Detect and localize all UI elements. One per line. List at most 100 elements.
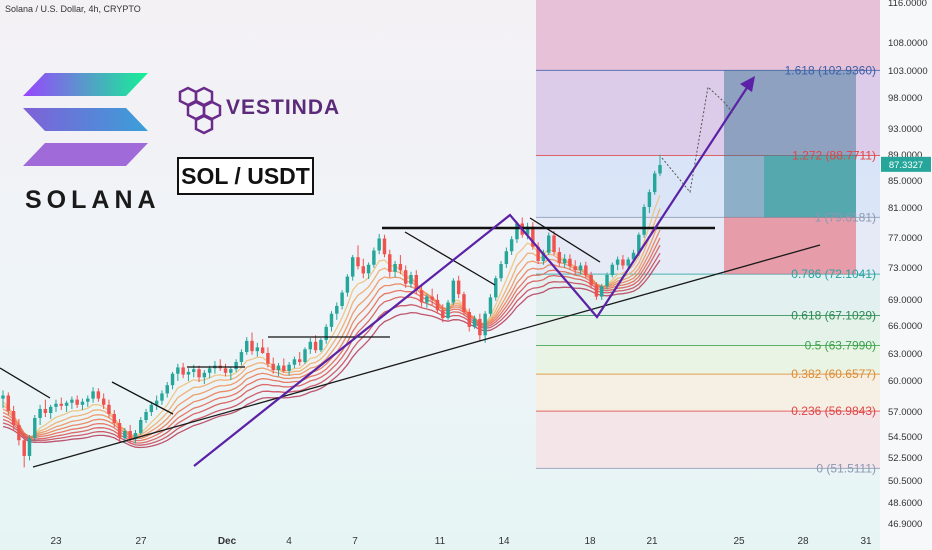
x-tick-label: 11 bbox=[435, 536, 446, 547]
pair-label: SOL / USDT bbox=[177, 157, 314, 195]
candle-body bbox=[467, 312, 471, 327]
brand-name: VESTINDA bbox=[226, 96, 341, 119]
candle-body bbox=[207, 368, 212, 373]
fib-zone-0.236 bbox=[536, 374, 880, 412]
candle-body bbox=[250, 340, 254, 352]
candle-body bbox=[117, 423, 122, 439]
candle-body bbox=[610, 264, 615, 275]
candle-body bbox=[626, 259, 630, 266]
candle-body bbox=[425, 296, 429, 303]
candle-body bbox=[462, 294, 466, 312]
candle-body bbox=[504, 251, 509, 264]
candle-body bbox=[170, 373, 175, 386]
ma-line-9 bbox=[2, 220, 661, 438]
candle-body bbox=[509, 239, 514, 252]
candle-body bbox=[605, 275, 609, 287]
candle-body bbox=[409, 275, 413, 284]
candle-body bbox=[329, 313, 334, 327]
candle-body bbox=[59, 403, 64, 406]
candle-body bbox=[287, 364, 291, 371]
fib-label-1.618: 1.618 (102.9360) bbox=[785, 63, 876, 77]
fib-zone-0.5 bbox=[536, 315, 880, 346]
candle-body bbox=[525, 226, 530, 235]
y-tick-label: 57.0000 bbox=[888, 407, 922, 418]
candle-body bbox=[276, 365, 281, 371]
y-tick-label: 93.0000 bbox=[888, 124, 922, 135]
candle-body bbox=[515, 223, 519, 240]
fib-label-1.272: 1.272 (88.7711) bbox=[792, 148, 876, 162]
candle-body bbox=[631, 252, 636, 260]
fib-label-0.786: 0.786 (72.1041) bbox=[791, 267, 876, 281]
candle-body bbox=[260, 347, 265, 353]
downtrend-line-1 bbox=[0, 367, 51, 399]
candle-body bbox=[308, 341, 313, 350]
y-tick-label: 73.0000 bbox=[888, 263, 922, 274]
stop-zone bbox=[724, 217, 856, 275]
ma-line-7 bbox=[2, 208, 661, 439]
candle-body bbox=[589, 275, 593, 286]
y-tick-label: 52.5000 bbox=[888, 453, 922, 464]
fib-label-0: 0 (51.5111) bbox=[816, 461, 876, 475]
y-tick-label: 48.6000 bbox=[888, 498, 922, 509]
fib-label-0.618: 0.618 (67.1029) bbox=[791, 308, 876, 322]
candle-body bbox=[43, 408, 48, 413]
candle-body bbox=[451, 280, 456, 303]
candle-body bbox=[488, 297, 493, 314]
candle-body bbox=[154, 400, 159, 405]
candle-body bbox=[419, 290, 424, 303]
candle-body bbox=[181, 367, 185, 375]
candle-body bbox=[80, 401, 85, 405]
solana-logo bbox=[23, 73, 148, 166]
y-tick-label: 54.5000 bbox=[888, 432, 922, 443]
candle-body bbox=[335, 305, 339, 314]
candle-body bbox=[499, 264, 503, 279]
price-axis: 116.0000 108.0000 103.0000 98.0000 93.0000 89… bbox=[880, 0, 932, 550]
x-tick-label: Dec bbox=[218, 536, 237, 547]
candle-body bbox=[345, 276, 350, 293]
candle-body bbox=[313, 341, 318, 351]
candle-body bbox=[361, 266, 366, 274]
candle-body bbox=[75, 399, 79, 405]
candle-body bbox=[54, 403, 58, 407]
candle-body bbox=[377, 238, 381, 251]
candle-body bbox=[541, 252, 546, 261]
last-price-label: 87.3327 bbox=[889, 160, 923, 171]
solana-wordmark: SOLANA bbox=[25, 186, 161, 214]
y-tick-label: 98.0000 bbox=[888, 93, 922, 104]
candle-body bbox=[112, 414, 116, 423]
candle-body bbox=[165, 385, 169, 394]
projection-path bbox=[193, 79, 753, 467]
fib-zone-1.272 bbox=[536, 70, 880, 156]
x-tick-label: 25 bbox=[733, 536, 745, 547]
candle-body bbox=[573, 266, 577, 271]
y-tick-label: 63.0000 bbox=[888, 349, 922, 360]
candle-body bbox=[403, 270, 408, 284]
candle-body bbox=[133, 433, 138, 440]
candle-body bbox=[324, 326, 328, 340]
candle-body bbox=[229, 369, 233, 373]
candle-body bbox=[297, 359, 302, 362]
candle-body bbox=[584, 265, 588, 275]
candle-body bbox=[594, 285, 599, 297]
candle-body bbox=[435, 299, 440, 311]
candle-body bbox=[372, 250, 376, 265]
candle-body bbox=[446, 302, 450, 319]
candle-body bbox=[197, 369, 201, 378]
candle-body bbox=[86, 398, 90, 402]
solana-bar-top bbox=[23, 73, 148, 96]
downtrend-line-4 bbox=[529, 217, 601, 263]
y-tick-label: 50.5000 bbox=[888, 476, 922, 487]
position-boxes bbox=[724, 70, 856, 275]
candle-body bbox=[282, 365, 286, 371]
candle-body bbox=[64, 402, 69, 406]
dotted-forecast bbox=[661, 85, 734, 194]
candle-body bbox=[398, 264, 403, 271]
x-tick-label: 28 bbox=[797, 536, 809, 547]
y-tick-label: 85.0000 bbox=[888, 176, 922, 187]
fib-zone-0.382 bbox=[536, 345, 880, 375]
candle-body bbox=[1, 395, 5, 399]
support-trendline bbox=[32, 244, 821, 468]
candle-body bbox=[531, 226, 535, 247]
